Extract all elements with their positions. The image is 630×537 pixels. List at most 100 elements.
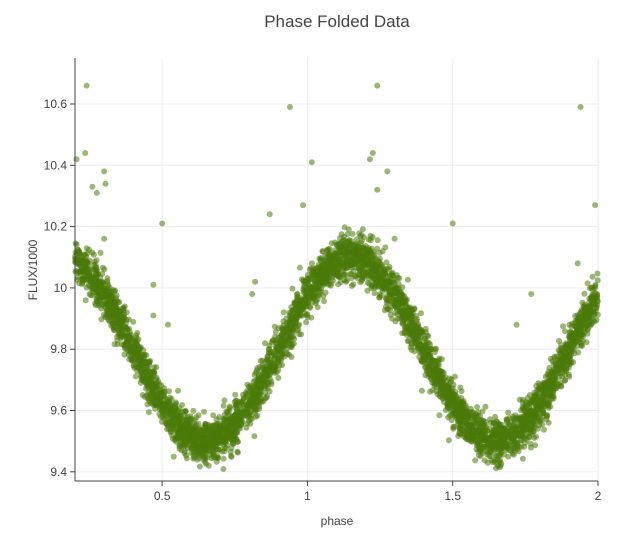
outlier-point bbox=[577, 104, 584, 110]
data-point bbox=[498, 431, 504, 438]
data-point bbox=[196, 426, 203, 433]
data-point bbox=[584, 280, 591, 287]
data-point bbox=[234, 448, 241, 455]
data-point bbox=[549, 372, 556, 379]
data-point bbox=[191, 423, 198, 430]
data-point bbox=[303, 301, 310, 308]
data-point bbox=[98, 316, 105, 323]
data-point bbox=[196, 463, 203, 470]
data-point bbox=[220, 402, 227, 409]
data-point bbox=[111, 288, 118, 295]
data-point bbox=[299, 276, 305, 283]
data-point bbox=[117, 332, 124, 339]
y-tick-label: 10 bbox=[54, 281, 68, 295]
data-point bbox=[102, 289, 109, 296]
data-point bbox=[491, 428, 498, 435]
data-point bbox=[396, 275, 403, 282]
data-point bbox=[296, 264, 303, 271]
data-point bbox=[208, 426, 215, 433]
data-point bbox=[234, 438, 241, 445]
data-point bbox=[358, 256, 365, 263]
data-point bbox=[364, 247, 371, 254]
data-point bbox=[429, 370, 436, 377]
data-point bbox=[401, 329, 408, 336]
data-point bbox=[266, 388, 273, 395]
data-point bbox=[330, 277, 337, 284]
outlier-point bbox=[249, 291, 256, 297]
data-point bbox=[190, 431, 197, 438]
data-point bbox=[417, 343, 424, 350]
data-point bbox=[569, 320, 576, 327]
data-point bbox=[275, 358, 282, 365]
data-point bbox=[261, 389, 268, 396]
data-point bbox=[109, 305, 116, 312]
data-point bbox=[546, 364, 553, 371]
data-point bbox=[100, 311, 107, 318]
data-point bbox=[111, 322, 117, 329]
data-point bbox=[319, 248, 326, 255]
data-point bbox=[457, 398, 464, 405]
data-point bbox=[251, 394, 257, 401]
data-point bbox=[501, 426, 508, 433]
data-point bbox=[482, 428, 489, 435]
data-point bbox=[443, 383, 450, 390]
data-point bbox=[463, 409, 469, 416]
data-point bbox=[447, 403, 454, 410]
data-point bbox=[359, 270, 366, 276]
data-point bbox=[236, 410, 243, 416]
data-point bbox=[201, 447, 207, 454]
data-point bbox=[280, 335, 287, 341]
data-point bbox=[406, 311, 413, 318]
data-point bbox=[523, 436, 530, 443]
y-tick-label: 10.2 bbox=[44, 220, 68, 234]
data-point bbox=[326, 250, 333, 257]
data-point bbox=[435, 367, 442, 374]
data-point bbox=[220, 455, 227, 462]
data-point bbox=[365, 256, 372, 263]
data-point bbox=[479, 408, 486, 415]
data-point bbox=[558, 383, 565, 390]
data-point bbox=[99, 293, 106, 300]
data-point bbox=[230, 418, 236, 425]
data-point bbox=[172, 434, 179, 441]
data-point bbox=[86, 257, 93, 264]
data-point bbox=[397, 289, 404, 296]
data-point bbox=[367, 232, 374, 239]
data-point bbox=[228, 453, 235, 460]
data-point bbox=[359, 226, 366, 233]
data-point bbox=[574, 343, 581, 349]
data-point bbox=[483, 437, 490, 444]
data-point bbox=[93, 257, 100, 264]
data-point bbox=[519, 455, 526, 462]
data-point bbox=[252, 383, 259, 390]
data-point bbox=[90, 251, 97, 258]
data-point bbox=[571, 350, 578, 357]
data-point bbox=[505, 409, 512, 416]
data-point bbox=[436, 372, 443, 379]
data-point bbox=[382, 271, 389, 278]
chart-title: Phase Folded Data bbox=[264, 12, 410, 31]
outlier-point bbox=[150, 281, 157, 288]
data-point bbox=[561, 377, 568, 384]
data-point bbox=[278, 347, 284, 354]
data-point bbox=[491, 420, 498, 427]
data-point bbox=[522, 419, 528, 426]
data-point bbox=[424, 350, 431, 357]
data-point bbox=[117, 326, 124, 333]
data-point bbox=[513, 431, 520, 438]
data-point bbox=[156, 399, 163, 406]
data-point bbox=[184, 433, 191, 440]
data-point bbox=[288, 334, 295, 340]
data-point bbox=[550, 387, 557, 394]
data-point bbox=[303, 319, 310, 326]
data-point bbox=[560, 323, 566, 330]
data-point bbox=[98, 302, 105, 308]
data-point bbox=[436, 412, 443, 419]
data-point bbox=[418, 310, 424, 317]
data-point bbox=[462, 402, 469, 409]
data-point bbox=[381, 284, 388, 291]
data-point bbox=[266, 342, 273, 349]
data-point bbox=[357, 279, 364, 286]
data-point bbox=[345, 243, 351, 250]
data-point bbox=[262, 340, 268, 347]
